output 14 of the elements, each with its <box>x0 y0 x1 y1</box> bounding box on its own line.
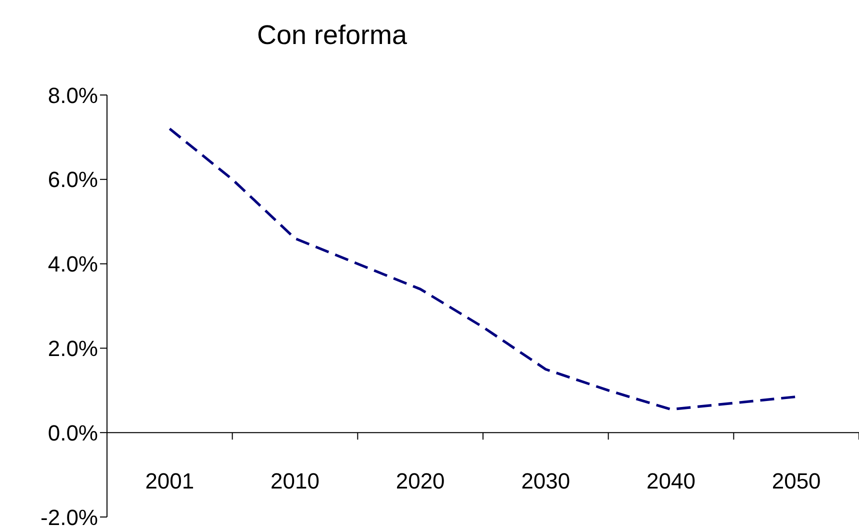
chart-title: Con reforma <box>256 20 408 51</box>
line-series <box>168 127 798 411</box>
x-tick-label: 2020 <box>396 468 445 494</box>
x-tick-label: 2050 <box>772 468 821 494</box>
x-tick-label: 2030 <box>521 468 570 494</box>
x-tick-label: 2040 <box>646 468 696 494</box>
y-tick-label: 0.0% <box>48 420 98 446</box>
x-tick-label: 2001 <box>145 468 194 494</box>
y-tick-label: 2.0% <box>48 336 98 362</box>
y-tick-label: 6.0% <box>48 167 98 192</box>
y-tick-label: -2.0% <box>40 504 98 530</box>
y-tick-label: 8.0% <box>48 82 98 108</box>
y-tick-label: 4.0% <box>48 252 98 277</box>
x-tick-label: 2010 <box>270 468 320 494</box>
